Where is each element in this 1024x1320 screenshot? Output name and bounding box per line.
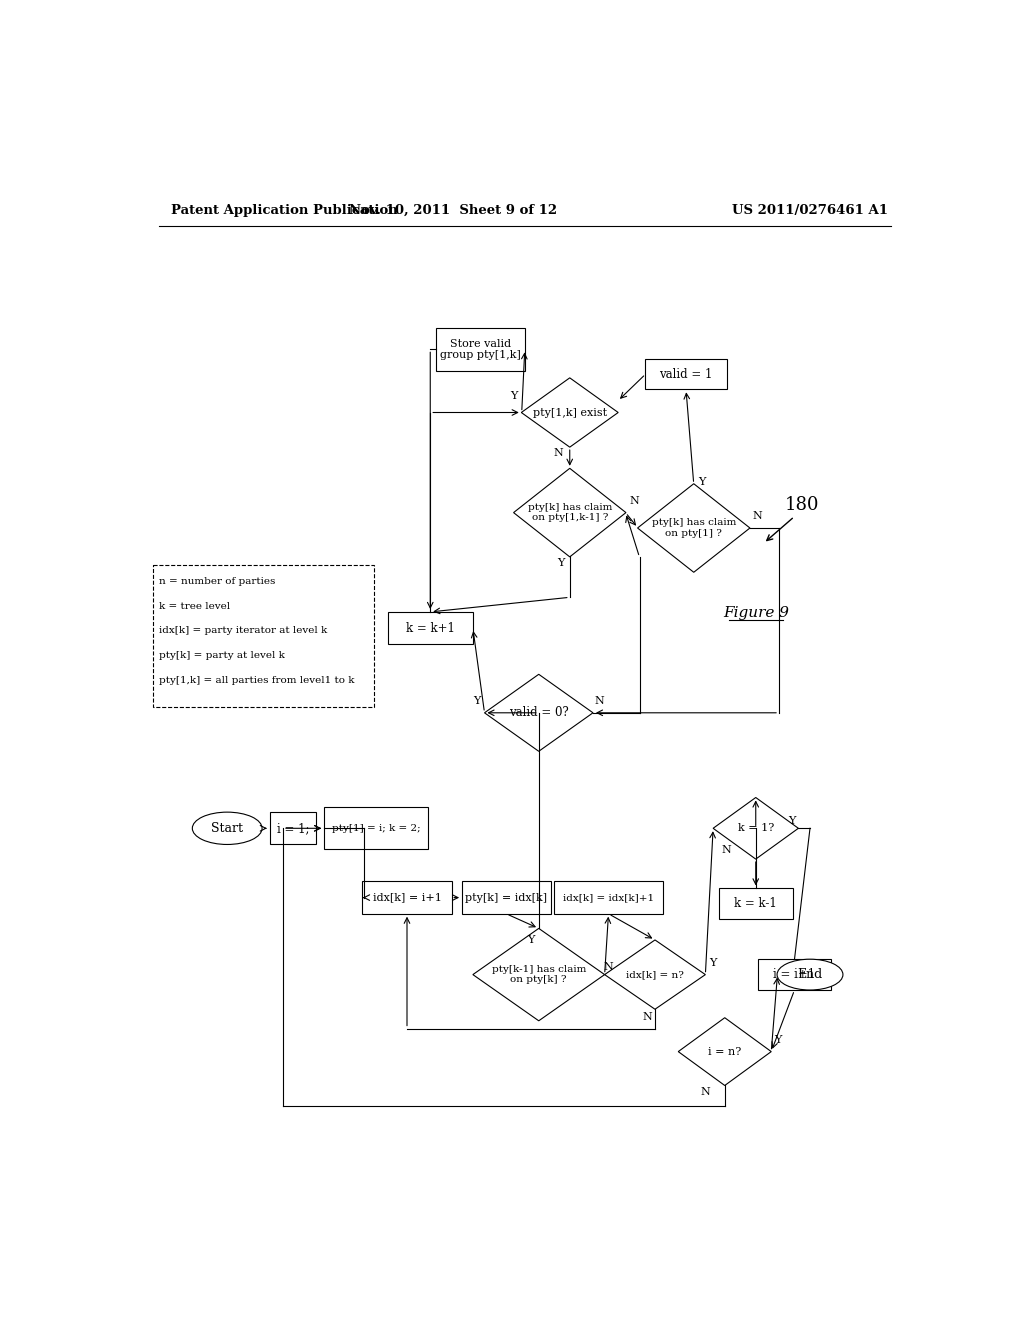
- Bar: [462, 882, 551, 913]
- Text: N: N: [753, 511, 762, 521]
- Text: i = n?: i = n?: [709, 1047, 741, 1056]
- Text: pty[k] has claim
on pty[1,k-1] ?: pty[k] has claim on pty[1,k-1] ?: [527, 503, 612, 523]
- Text: idx[k] = idx[k]+1: idx[k] = idx[k]+1: [563, 894, 654, 902]
- Ellipse shape: [193, 812, 262, 845]
- Polygon shape: [521, 378, 618, 447]
- Text: Y: Y: [527, 935, 535, 945]
- Text: pty[k-1] has claim
on pty[k] ?: pty[k-1] has claim on pty[k] ?: [492, 965, 586, 985]
- Text: i = i+1: i = i+1: [773, 968, 815, 981]
- Text: pty[1] = i; k = 2;: pty[1] = i; k = 2;: [332, 824, 420, 833]
- Text: End: End: [798, 968, 822, 981]
- Bar: [324, 807, 428, 850]
- Text: valid = 1: valid = 1: [659, 367, 713, 380]
- Text: pty[1,k] exist: pty[1,k] exist: [532, 408, 607, 417]
- Polygon shape: [604, 940, 706, 1010]
- Polygon shape: [514, 469, 626, 557]
- Text: 180: 180: [785, 496, 819, 513]
- Text: Start: Start: [211, 822, 244, 834]
- Text: n = number of parties: n = number of parties: [160, 577, 275, 586]
- Text: N: N: [642, 1012, 652, 1022]
- Ellipse shape: [777, 960, 843, 990]
- Polygon shape: [678, 1018, 771, 1085]
- Text: Y: Y: [557, 557, 564, 568]
- Bar: [388, 612, 473, 644]
- Text: Y: Y: [473, 696, 480, 706]
- Text: Patent Application Publication: Patent Application Publication: [171, 205, 397, 218]
- Text: N: N: [594, 696, 604, 706]
- Text: Y: Y: [697, 477, 706, 487]
- Text: idx[k] = n?: idx[k] = n?: [626, 970, 684, 979]
- Text: k = 1?: k = 1?: [737, 824, 774, 833]
- Text: pty[k] = idx[k]: pty[k] = idx[k]: [465, 892, 547, 903]
- Text: US 2011/0276461 A1: US 2011/0276461 A1: [732, 205, 888, 218]
- Text: idx[k] = party iterator at level k: idx[k] = party iterator at level k: [160, 626, 328, 635]
- Text: pty[k] = party at level k: pty[k] = party at level k: [160, 651, 286, 660]
- Text: k = k-1: k = k-1: [734, 898, 777, 911]
- Bar: [758, 960, 831, 990]
- Polygon shape: [713, 797, 799, 859]
- Text: valid = 0?: valid = 0?: [509, 706, 568, 719]
- Text: N: N: [700, 1086, 711, 1097]
- Text: Y: Y: [710, 958, 717, 968]
- Text: Store valid
group pty[1,k]: Store valid group pty[1,k]: [440, 338, 521, 360]
- Text: Y: Y: [788, 816, 796, 825]
- Text: Y: Y: [510, 391, 518, 400]
- Text: k = k+1: k = k+1: [406, 622, 455, 635]
- Text: N: N: [603, 962, 613, 972]
- Text: i = 1;: i = 1;: [276, 822, 309, 834]
- Text: Y: Y: [774, 1035, 781, 1045]
- Text: Figure 9: Figure 9: [723, 606, 788, 619]
- Bar: [270, 812, 316, 845]
- Bar: [362, 882, 452, 913]
- Text: k = tree level: k = tree level: [160, 602, 230, 611]
- Bar: [436, 329, 525, 371]
- Bar: [719, 888, 793, 919]
- Polygon shape: [473, 928, 604, 1020]
- Polygon shape: [638, 483, 750, 573]
- Text: N: N: [629, 496, 639, 506]
- Bar: [645, 359, 727, 389]
- Text: N: N: [553, 447, 563, 458]
- Bar: [154, 565, 374, 708]
- Text: idx[k] = i+1: idx[k] = i+1: [373, 892, 441, 903]
- Text: N: N: [722, 845, 731, 855]
- Bar: [554, 882, 663, 913]
- Text: pty[k] has claim
on pty[1] ?: pty[k] has claim on pty[1] ?: [651, 519, 736, 537]
- Text: pty[1,k] = all parties from level1 to k: pty[1,k] = all parties from level1 to k: [160, 676, 355, 685]
- Text: Nov. 10, 2011  Sheet 9 of 12: Nov. 10, 2011 Sheet 9 of 12: [349, 205, 557, 218]
- Polygon shape: [484, 675, 593, 751]
